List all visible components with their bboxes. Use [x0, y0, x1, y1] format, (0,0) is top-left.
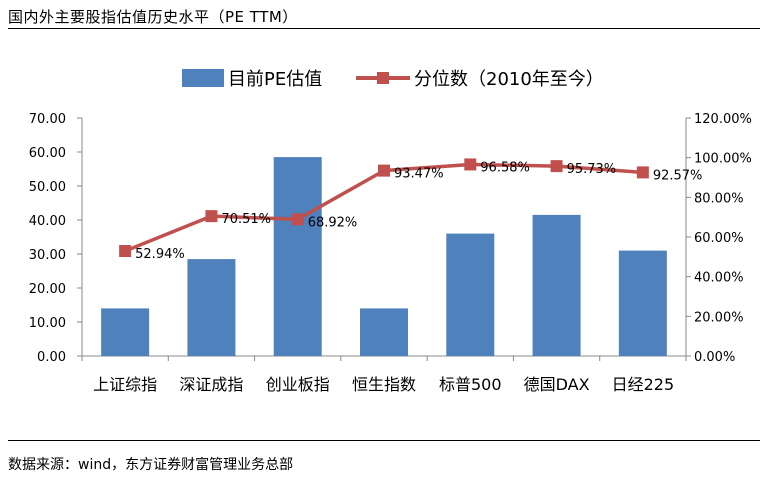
- y-left-tick-label: 70.00: [29, 112, 66, 127]
- bar: [532, 214, 581, 356]
- y-left-tick-label: 30.00: [29, 248, 66, 263]
- bar: [618, 250, 667, 356]
- line-marker: [291, 213, 304, 226]
- footer-rule: [8, 440, 760, 441]
- line-marker: [464, 158, 477, 171]
- bar: [446, 233, 495, 356]
- y-right-tick-label: 80.00%: [694, 191, 744, 206]
- bar-series: [101, 157, 667, 356]
- line-marker: [636, 166, 649, 179]
- line-series: [119, 158, 649, 258]
- axes: 0.00 10.00 20.00 30.00 40.00 50.00 60.00 70.00 0…: [29, 112, 752, 394]
- line-marker: [378, 164, 390, 177]
- legend: 目前PE估值 分位数（2010年至今）: [182, 69, 604, 90]
- x-tick-label: 日经225: [612, 375, 675, 394]
- line-marker: [550, 160, 563, 173]
- y-right-tick-label: 40.00%: [694, 271, 744, 286]
- legend-bar-label: 目前PE估值: [228, 69, 322, 90]
- data-label: 70.51%: [221, 212, 271, 227]
- legend-line-marker: [377, 72, 389, 84]
- x-tick-label: 深证成指: [179, 375, 243, 394]
- legend-line-label: 分位数（2010年至今）: [414, 69, 604, 90]
- data-labels: 52.94% 70.51% 68.92% 93.47% 96.58% 95.73% 92.5…: [135, 160, 702, 262]
- y-left-tick-label: 20.00: [29, 282, 66, 297]
- data-label: 96.58%: [480, 160, 530, 175]
- bar: [360, 308, 408, 356]
- bar: [273, 157, 322, 356]
- x-tick-label: 创业板指: [266, 375, 330, 394]
- x-tick-label: 德国DAX: [524, 375, 590, 394]
- combo-chart: 目前PE估值 分位数（2010年至今） 0.00 10.00 20.00 30.00 40…: [29, 69, 752, 394]
- y-right-tick-label: 60.00%: [694, 231, 744, 246]
- x-tick-label: 上证综指: [93, 375, 157, 394]
- legend-bar-swatch: [182, 69, 224, 87]
- data-label: 93.47%: [394, 167, 444, 182]
- line-marker: [119, 245, 132, 258]
- bar: [101, 308, 150, 356]
- line-marker: [205, 210, 218, 223]
- y-right-tick-label: 20.00%: [694, 310, 744, 325]
- y-right-tick-label: 0.00%: [694, 350, 735, 365]
- y-right-tick-label: 100.00%: [694, 152, 752, 167]
- y-right-tick-label: 120.00%: [694, 112, 752, 127]
- x-tick-label: 恒生指数: [352, 375, 416, 394]
- source-note: 数据来源：wind，东方证券财富管理业务总部: [8, 457, 294, 473]
- bar: [187, 259, 236, 356]
- x-tick-label: 标普500: [439, 375, 502, 394]
- y-left-tick-label: 0.00: [37, 350, 66, 365]
- y-left-tick-label: 40.00: [29, 214, 66, 229]
- y-left-tick-label: 60.00: [29, 146, 66, 161]
- y-left-tick-label: 50.00: [29, 180, 66, 195]
- data-label: 68.92%: [308, 215, 358, 230]
- page-title: 国内外主要股指估值历史水平（PE TTM）: [8, 8, 298, 26]
- y-left-tick-label: 10.00: [29, 316, 66, 331]
- data-label: 92.57%: [653, 168, 703, 183]
- header-rule: [8, 28, 760, 29]
- data-label: 95.73%: [567, 162, 617, 177]
- data-label: 52.94%: [135, 247, 185, 262]
